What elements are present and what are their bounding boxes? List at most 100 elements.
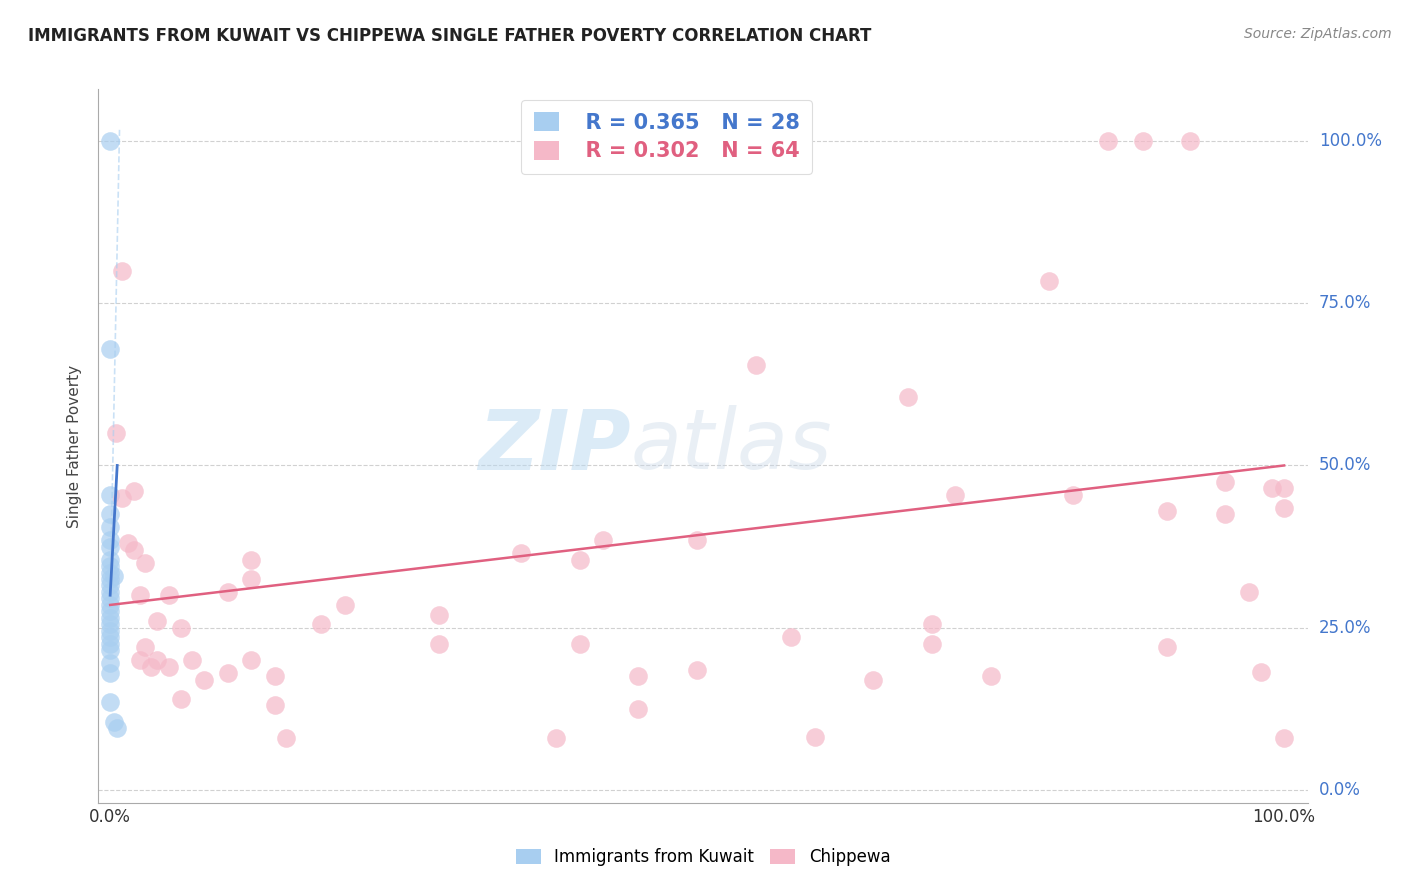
Text: atlas: atlas xyxy=(630,406,832,486)
Point xyxy=(1097,134,1119,148)
Point xyxy=(862,673,884,687)
Point xyxy=(98,611,121,625)
Point xyxy=(146,614,169,628)
Point xyxy=(276,731,298,745)
Point xyxy=(333,598,356,612)
Point xyxy=(141,659,163,673)
Point xyxy=(98,578,121,592)
Point xyxy=(686,663,709,677)
Point xyxy=(103,568,125,582)
Point xyxy=(1180,134,1202,148)
Point xyxy=(1250,665,1272,679)
Point xyxy=(1062,488,1084,502)
Text: 25.0%: 25.0% xyxy=(1319,619,1371,637)
Point xyxy=(921,617,943,632)
Point xyxy=(1272,500,1295,515)
Point xyxy=(1215,507,1237,521)
Point xyxy=(134,556,156,570)
Point xyxy=(98,585,121,599)
Point xyxy=(98,533,121,547)
Text: 0.0%: 0.0% xyxy=(1319,780,1361,799)
Y-axis label: Single Father Poverty: Single Father Poverty xyxy=(67,365,83,527)
Point xyxy=(98,559,121,574)
Point xyxy=(98,572,121,586)
Point xyxy=(98,695,121,709)
Point xyxy=(146,653,169,667)
Point xyxy=(105,425,128,440)
Point xyxy=(568,637,591,651)
Point xyxy=(980,669,1002,683)
Point xyxy=(98,637,121,651)
Point xyxy=(98,604,121,618)
Point xyxy=(98,342,121,356)
Point xyxy=(745,358,768,372)
Point xyxy=(510,546,533,560)
Point xyxy=(263,698,285,713)
Point xyxy=(1272,481,1295,495)
Point xyxy=(181,653,204,667)
Point xyxy=(111,264,134,278)
Point xyxy=(128,588,150,602)
Point xyxy=(134,640,156,654)
Point xyxy=(103,714,125,729)
Point xyxy=(157,659,180,673)
Text: Source: ZipAtlas.com: Source: ZipAtlas.com xyxy=(1244,27,1392,41)
Point xyxy=(627,669,650,683)
Point xyxy=(546,731,568,745)
Point xyxy=(897,390,920,404)
Point xyxy=(98,591,121,606)
Point xyxy=(780,631,803,645)
Point xyxy=(98,666,121,681)
Point xyxy=(1215,475,1237,489)
Point xyxy=(98,643,121,657)
Legend:   R = 0.365   N = 28,   R = 0.302   N = 64: R = 0.365 N = 28, R = 0.302 N = 64 xyxy=(522,100,813,174)
Point xyxy=(263,669,285,683)
Point xyxy=(427,637,450,651)
Point xyxy=(217,666,239,681)
Legend: Immigrants from Kuwait, Chippewa: Immigrants from Kuwait, Chippewa xyxy=(508,840,898,875)
Point xyxy=(98,552,121,566)
Text: 50.0%: 50.0% xyxy=(1319,457,1371,475)
Point xyxy=(98,507,121,521)
Point xyxy=(240,552,263,566)
Point xyxy=(1237,585,1260,599)
Point xyxy=(1132,134,1154,148)
Point xyxy=(921,637,943,651)
Point xyxy=(98,520,121,534)
Point xyxy=(111,491,134,505)
Point xyxy=(217,585,239,599)
Point xyxy=(98,624,121,638)
Point xyxy=(627,702,650,716)
Point xyxy=(117,536,139,550)
Point xyxy=(1272,731,1295,745)
Point xyxy=(1156,640,1178,654)
Point xyxy=(240,653,263,667)
Point xyxy=(1261,481,1284,495)
Point xyxy=(1156,504,1178,518)
Text: ZIP: ZIP xyxy=(478,406,630,486)
Point xyxy=(128,653,150,667)
Point xyxy=(240,572,263,586)
Point xyxy=(105,721,128,735)
Point xyxy=(98,540,121,554)
Point xyxy=(686,533,709,547)
Point xyxy=(98,657,121,671)
Point xyxy=(122,484,145,499)
Point xyxy=(945,488,967,502)
Point xyxy=(98,566,121,580)
Point xyxy=(169,621,191,635)
Text: 75.0%: 75.0% xyxy=(1319,294,1371,312)
Point xyxy=(98,631,121,645)
Point xyxy=(122,542,145,557)
Point xyxy=(157,588,180,602)
Text: IMMIGRANTS FROM KUWAIT VS CHIPPEWA SINGLE FATHER POVERTY CORRELATION CHART: IMMIGRANTS FROM KUWAIT VS CHIPPEWA SINGL… xyxy=(28,27,872,45)
Point xyxy=(98,598,121,612)
Point xyxy=(98,488,121,502)
Point xyxy=(803,730,825,744)
Point xyxy=(98,617,121,632)
Point xyxy=(568,552,591,566)
Point xyxy=(592,533,614,547)
Point xyxy=(98,134,121,148)
Point xyxy=(427,607,450,622)
Point xyxy=(311,617,333,632)
